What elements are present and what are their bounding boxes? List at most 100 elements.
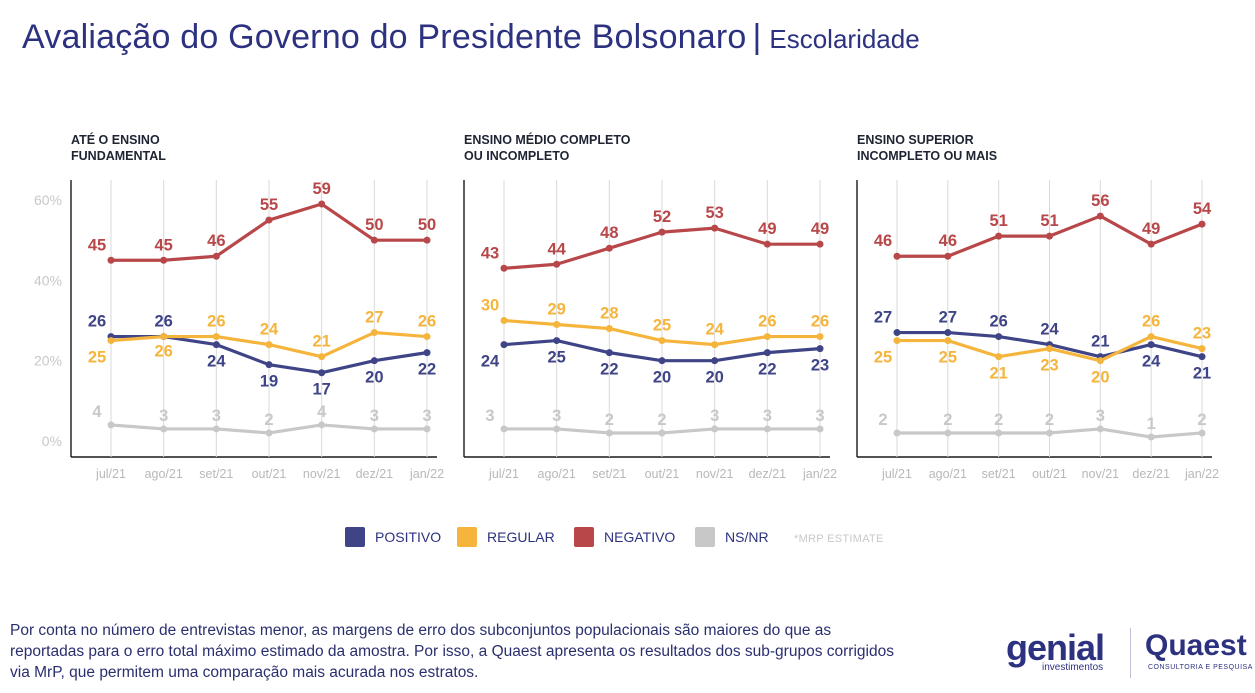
data-point xyxy=(160,256,168,264)
data-point xyxy=(944,337,952,345)
data-point xyxy=(370,236,378,244)
data-label: 45 xyxy=(88,236,106,254)
data-point xyxy=(763,333,771,341)
chart-title-line: ENSINO SUPERIOR xyxy=(857,133,974,147)
data-label: 26 xyxy=(1142,313,1160,331)
data-point xyxy=(553,425,561,433)
data-point xyxy=(265,341,273,349)
data-label: 25 xyxy=(939,349,957,367)
data-label: 4 xyxy=(92,403,102,421)
data-point xyxy=(816,333,824,341)
data-label: 25 xyxy=(88,349,106,367)
data-label: 21 xyxy=(989,365,1007,383)
data-label: 28 xyxy=(600,305,618,323)
data-point xyxy=(318,421,326,429)
data-point xyxy=(893,329,901,337)
data-point xyxy=(1096,357,1104,365)
data-point xyxy=(1147,341,1155,349)
mrp-estimate-note: *MRP ESTIMATE xyxy=(794,533,884,545)
data-label: 1 xyxy=(1147,415,1156,433)
page-title-row: Avaliação do Governo do Presidente Bolso… xyxy=(22,18,920,57)
data-point xyxy=(553,337,561,345)
data-label: 3 xyxy=(159,407,168,425)
data-point xyxy=(944,429,952,437)
data-label: 26 xyxy=(418,313,436,331)
quaest-logo-sub: CONSULTORIA E PESQUISA xyxy=(1148,664,1253,671)
genial-logo-sub: investimentos xyxy=(1042,662,1104,673)
data-label: 51 xyxy=(989,212,1007,230)
data-point xyxy=(995,353,1003,361)
x-tick-label: out/21 xyxy=(645,467,680,481)
x-tick-label: nov/21 xyxy=(696,467,734,481)
genial-logo-wordmark: genial xyxy=(1006,627,1105,668)
data-label: 22 xyxy=(600,361,618,379)
data-point xyxy=(605,325,613,333)
legend-swatch-positivo xyxy=(345,527,365,547)
data-point xyxy=(107,337,115,345)
data-label: 26 xyxy=(154,343,172,361)
data-label: 4 xyxy=(317,403,327,421)
logo-divider xyxy=(1130,628,1131,678)
data-label: 27 xyxy=(874,309,892,327)
data-point xyxy=(500,425,508,433)
x-tick-label: dez/21 xyxy=(1132,467,1170,481)
data-label: 55 xyxy=(260,196,278,214)
x-tick-label: jan/22 xyxy=(1184,467,1219,481)
legend-swatch-negativo xyxy=(574,527,594,547)
chart-panel-1: ATÉ O ENSINO FUNDAMENTAL 60% 40% 20% 0% jul/21… xyxy=(34,132,444,481)
data-point xyxy=(1046,429,1053,437)
data-label: 24 xyxy=(260,321,279,339)
data-label: 3 xyxy=(552,407,561,425)
data-label: 2 xyxy=(605,411,614,429)
data-label: 25 xyxy=(874,349,892,367)
data-label: 27 xyxy=(939,309,957,327)
data-point xyxy=(370,329,378,337)
data-label: 25 xyxy=(653,317,671,335)
data-label: 45 xyxy=(154,236,172,254)
data-point xyxy=(1198,220,1206,228)
data-label: 46 xyxy=(874,232,892,250)
data-point xyxy=(370,357,378,365)
data-label: 3 xyxy=(485,407,494,425)
data-point xyxy=(160,333,168,341)
data-label: 30 xyxy=(481,297,499,315)
data-label: 46 xyxy=(207,232,225,250)
data-point xyxy=(423,349,431,357)
page-subtitle: Escolaridade xyxy=(769,24,920,54)
x-tick-label: jan/22 xyxy=(409,467,444,481)
data-label: 52 xyxy=(653,208,671,226)
data-point xyxy=(318,353,326,361)
data-point xyxy=(107,421,115,429)
data-point xyxy=(995,429,1003,437)
data-point xyxy=(658,337,666,345)
data-point xyxy=(553,321,561,329)
data-label: 50 xyxy=(365,216,383,234)
data-point xyxy=(816,240,824,248)
data-label: 26 xyxy=(207,313,225,331)
data-label: 25 xyxy=(547,349,565,367)
data-label: 53 xyxy=(705,204,723,222)
data-point xyxy=(318,369,326,377)
chart-title-line: INCOMPLETO OU MAIS xyxy=(857,149,997,163)
title-separator: | xyxy=(752,18,762,56)
data-point xyxy=(160,425,168,433)
data-point xyxy=(995,232,1003,240)
y-tick-label: 20% xyxy=(34,353,62,369)
data-point xyxy=(658,429,666,437)
data-point xyxy=(1046,345,1053,353)
data-label: 2 xyxy=(1197,411,1206,429)
x-tick-label: jan/22 xyxy=(802,467,837,481)
x-tick-label: set/21 xyxy=(982,467,1016,481)
data-label: 3 xyxy=(710,407,719,425)
data-point xyxy=(318,200,326,208)
data-label: 23 xyxy=(1193,325,1211,343)
data-label: 24 xyxy=(207,353,226,371)
data-label: 3 xyxy=(422,407,431,425)
data-point xyxy=(605,349,613,357)
data-point xyxy=(265,429,273,437)
x-tick-label: set/21 xyxy=(592,467,626,481)
data-point xyxy=(423,425,431,433)
x-tick-label: dez/21 xyxy=(749,467,787,481)
data-point xyxy=(1198,345,1206,353)
data-label: 26 xyxy=(989,313,1007,331)
